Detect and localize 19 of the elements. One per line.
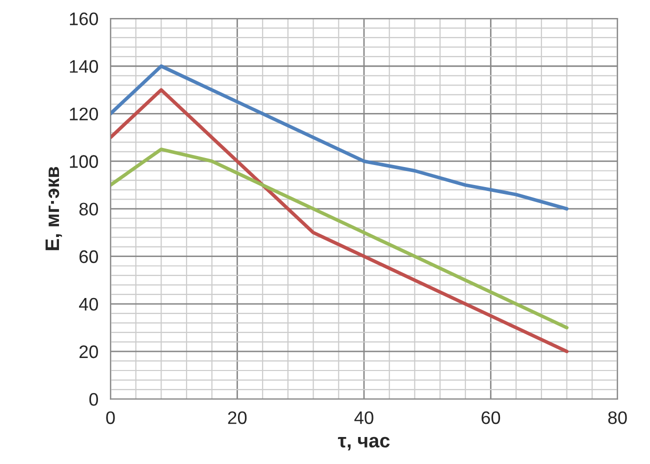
y-tick-label: 100 [70, 155, 98, 168]
y-tick-label: 160 [70, 12, 98, 26]
line-series [110, 64, 569, 211]
x-tick-label: 80 [608, 411, 627, 424]
y-tick-label: 140 [70, 60, 98, 73]
x-tick-label: 60 [482, 411, 500, 424]
x-tick-label: 0 [106, 411, 115, 424]
y-axis-title: E, мг·экв [46, 166, 62, 250]
x-axis-title: τ, час [338, 436, 390, 450]
line-series [110, 88, 569, 354]
y-tick-label: 80 [79, 202, 98, 216]
y-tick-label: 0 [89, 392, 98, 406]
x-tick-label: 20 [228, 411, 247, 424]
y-tick-label: 20 [80, 345, 98, 358]
y-tick-label: 120 [70, 108, 98, 120]
y-tick-label: 60 [80, 250, 98, 264]
y-tick-label: 40 [79, 298, 98, 311]
x-tick-label: 40 [354, 411, 374, 424]
line-series [110, 148, 569, 330]
